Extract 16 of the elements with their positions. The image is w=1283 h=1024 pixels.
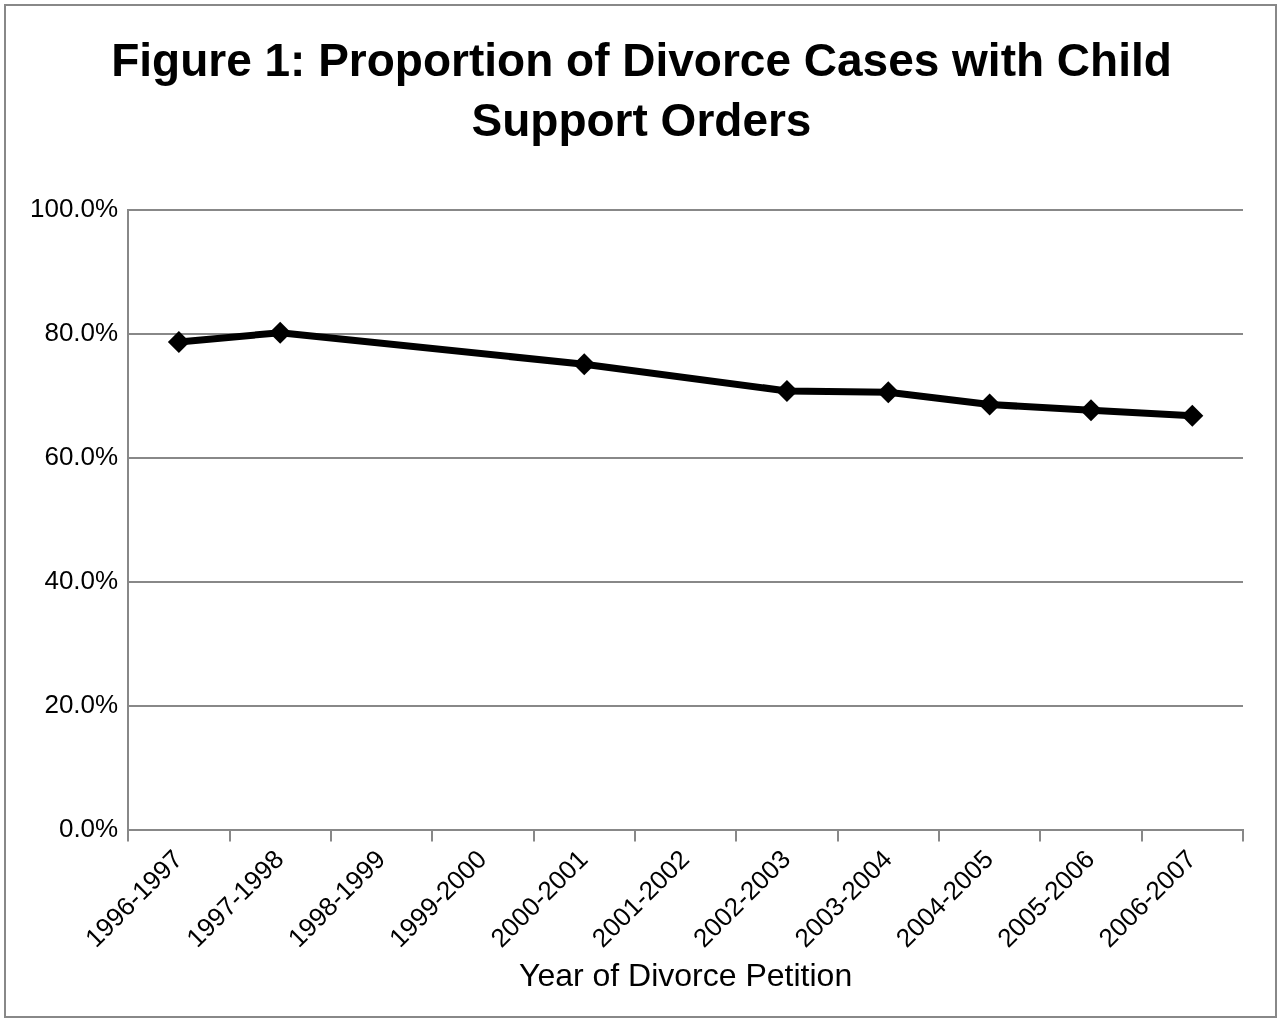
y-tick-label: 40.0% xyxy=(44,564,119,595)
x-axis-title: Year of Divorce Petition xyxy=(518,956,853,993)
point xyxy=(1181,404,1204,427)
y-tick-label: 60.0% xyxy=(44,441,119,472)
y-tick-label: 100.0% xyxy=(29,193,119,224)
point xyxy=(573,353,596,376)
chart-title: Figure 1: Proportion of Divorce Cases with Child Support Orders xyxy=(110,33,1173,148)
y-tick-label: 20.0% xyxy=(44,688,119,719)
point xyxy=(1079,399,1102,422)
point xyxy=(775,379,798,402)
y-tick-label: 80.0% xyxy=(44,317,119,348)
point xyxy=(269,321,292,344)
y-tick-label: 0.0% xyxy=(58,812,119,843)
point xyxy=(877,381,900,404)
point xyxy=(167,330,190,353)
point xyxy=(978,393,1001,416)
